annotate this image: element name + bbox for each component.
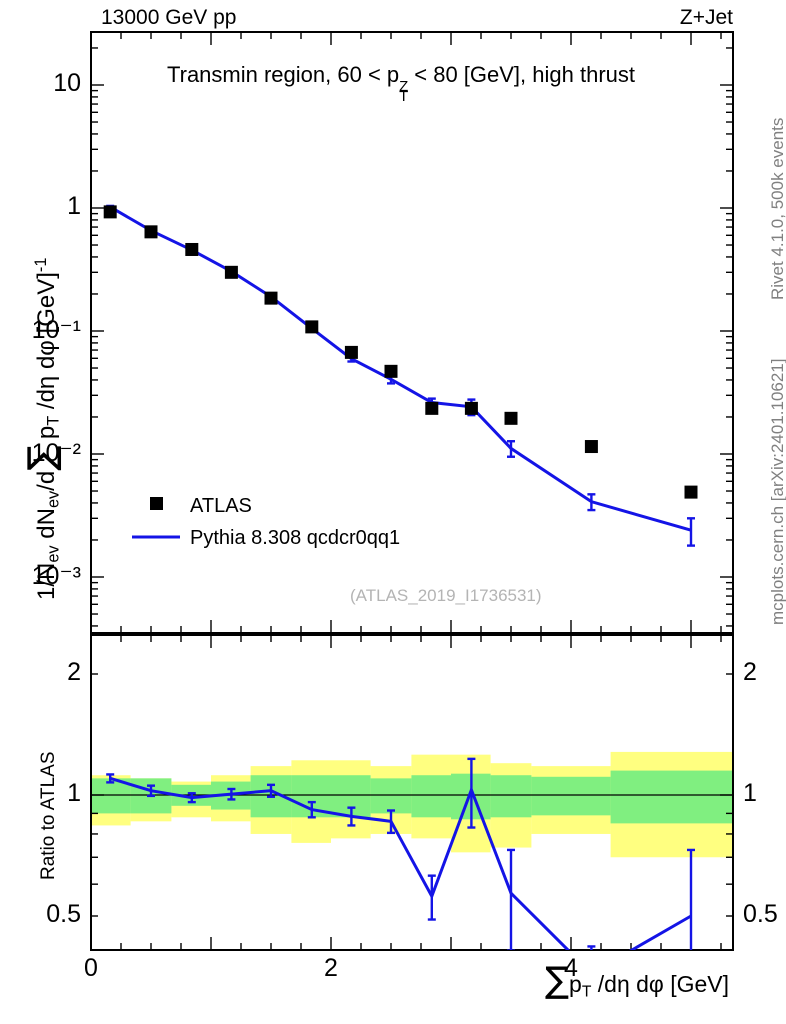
analysis-watermark: (ATLAS_2019_I1736531) (350, 586, 542, 605)
legend-label-atlas: ATLAS (190, 495, 252, 517)
ratio-y-tick-label-left: 2 (67, 658, 81, 686)
ratio-panel-frame (90, 634, 734, 951)
xlabel-sub: T (581, 983, 592, 1001)
main-y-tick-label: 10⁻³ (31, 562, 81, 590)
header-process-label: Z+Jet (679, 6, 733, 29)
atlas-data-marker (584, 440, 598, 454)
atlas-data-marker (185, 242, 199, 256)
legend-label-pythia: Pythia 8.308 qcdcr0qq1 (190, 527, 401, 549)
ratio-y-tick-label-left: 0.5 (46, 900, 81, 928)
sum-symbol: ∑ (545, 960, 570, 1001)
atlas-data-marker (384, 364, 398, 378)
header-beam-label: 13000 GeV pp (101, 6, 237, 29)
x-tick-label: 2 (324, 954, 338, 982)
title-prefix: Transmin region, 60 < p (167, 62, 400, 87)
main-y-tick-label: 1 (67, 192, 81, 220)
title-suffix: < 80 [GeV], high thrust (408, 62, 635, 87)
ratio-band-inner (411, 775, 451, 818)
x-tick-label: 4 (564, 954, 578, 982)
atlas-data-marker (103, 205, 117, 219)
atlas-data-marker (504, 411, 518, 425)
ratio-y-tick-label-right: 0.5 (743, 900, 778, 928)
x-tick-label: 0 (84, 954, 98, 982)
ratio-band-inner (91, 778, 131, 814)
x-axis-label: ∑pT /dη dφ [GeV] (545, 963, 730, 1001)
atlas-data-marker (144, 225, 158, 239)
ratio-y-tick-label-left: 1 (67, 779, 81, 807)
xlabel-tail: /dη dφ [GeV] (591, 971, 730, 997)
ratio-band-inner (490, 775, 532, 818)
main-panel-frame (90, 31, 734, 634)
atlas-data-marker (464, 401, 478, 415)
atlas-data-marker (684, 485, 698, 499)
legend-marker-atlas (150, 497, 163, 510)
atlas-data-marker (264, 291, 278, 305)
main-y-tick-label: 10 (53, 69, 81, 97)
atlas-data-marker (224, 265, 238, 279)
atlas-data-marker (425, 401, 439, 415)
xlabel-p: p (569, 971, 582, 997)
title-sub: T (399, 88, 409, 105)
ratio-band-inner (531, 776, 611, 816)
ratio-band-inner (610, 770, 733, 824)
atlas-data-marker (305, 320, 319, 334)
ratio-band-inner (370, 778, 412, 814)
atlas-data-marker (344, 345, 358, 359)
ratio-y-tick-label-right: 1 (743, 779, 757, 807)
title-sup: Z (399, 78, 409, 95)
ratio-y-tick-label-right: 2 (743, 658, 757, 686)
main-y-tick-label: 10⁻¹ (31, 316, 81, 344)
main-y-tick-label: 10⁻² (31, 439, 81, 467)
